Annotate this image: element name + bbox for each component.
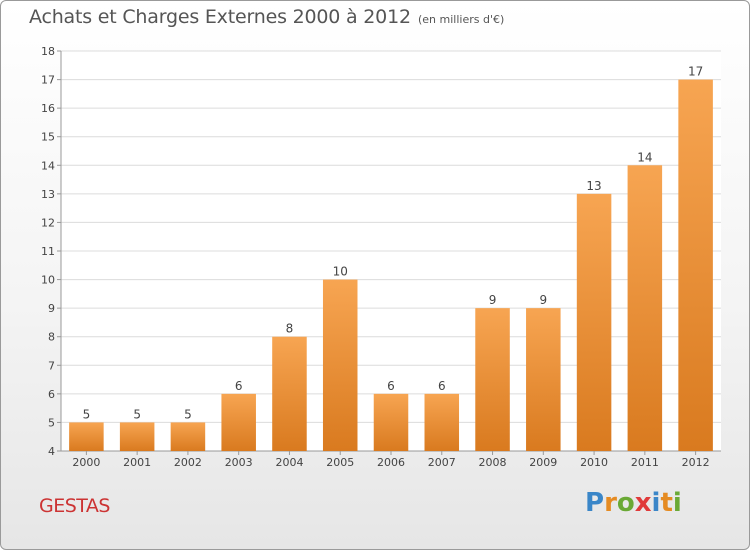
proxiti-logo[interactable]: Proxiti <box>585 488 682 518</box>
bar-value-label: 6 <box>387 379 395 393</box>
x-tick-label: 2010 <box>580 456 608 469</box>
bar-value-label: 13 <box>586 179 601 193</box>
commune-name: GESTAS <box>39 495 110 517</box>
bar-value-label: 8 <box>286 322 294 336</box>
logo-letter: r <box>604 488 617 518</box>
bar <box>373 393 409 451</box>
bar <box>69 422 104 451</box>
x-tick-label: 2007 <box>428 456 456 469</box>
bar <box>576 193 612 451</box>
y-tick-label: 6 <box>48 388 55 401</box>
y-tick-label: 4 <box>48 445 55 458</box>
logo-letter: i <box>672 488 682 518</box>
bar-value-label: 17 <box>688 65 703 79</box>
bar-value-label: 10 <box>333 265 348 279</box>
x-tick-label: 2001 <box>123 456 151 469</box>
bar <box>221 393 256 451</box>
logo-letter: P <box>585 488 605 518</box>
y-tick-label: 13 <box>41 188 55 201</box>
x-tick-label: 2002 <box>174 456 202 469</box>
bar <box>627 165 663 452</box>
y-tick-label: 18 <box>41 45 55 58</box>
y-tick-label: 7 <box>48 359 55 372</box>
y-tick-label: 14 <box>41 159 55 172</box>
bar <box>475 308 510 451</box>
x-tick-label: 2006 <box>377 456 405 469</box>
y-tick-label: 11 <box>41 245 55 258</box>
chart-subtitle: (en milliers d'€) <box>418 13 505 26</box>
logo-letter: x <box>634 488 652 518</box>
bar-value-label: 5 <box>83 407 91 421</box>
bar-value-label: 5 <box>184 407 192 421</box>
bar-value-label: 6 <box>235 379 243 393</box>
bar <box>272 336 307 451</box>
logo-letter: o <box>616 488 635 518</box>
y-tick-label: 15 <box>41 131 55 144</box>
y-tick-label: 10 <box>41 274 55 287</box>
x-tick-label: 2009 <box>529 456 557 469</box>
bar-value-label: 9 <box>539 293 547 307</box>
y-tick-label: 12 <box>41 216 55 229</box>
x-tick-label: 2012 <box>682 456 710 469</box>
y-tick-label: 16 <box>41 102 55 115</box>
bar <box>119 422 155 451</box>
x-tick-label: 2003 <box>225 456 253 469</box>
bar <box>526 308 561 451</box>
bar-value-label: 14 <box>637 150 652 164</box>
y-tick-label: 17 <box>41 74 55 87</box>
logo-letter: i <box>651 488 661 518</box>
y-tick-label: 5 <box>48 416 55 429</box>
bar-value-label: 9 <box>489 293 497 307</box>
bar-value-label: 5 <box>133 407 141 421</box>
bar <box>322 279 358 451</box>
x-tick-label: 2004 <box>275 456 303 469</box>
x-tick-label: 2011 <box>631 456 659 469</box>
x-tick-label: 2005 <box>326 456 354 469</box>
x-tick-label: 2008 <box>479 456 507 469</box>
bar <box>170 422 206 451</box>
logo-letter: t <box>660 488 673 518</box>
x-tick-label: 2000 <box>72 456 100 469</box>
chart-title: Achats et Charges Externes 2000 à 2012 <box>29 6 411 28</box>
y-tick-label: 8 <box>48 331 55 344</box>
bar <box>424 393 460 451</box>
bar-value-label: 6 <box>438 379 446 393</box>
y-tick-label: 9 <box>48 302 55 315</box>
bar <box>678 79 713 452</box>
